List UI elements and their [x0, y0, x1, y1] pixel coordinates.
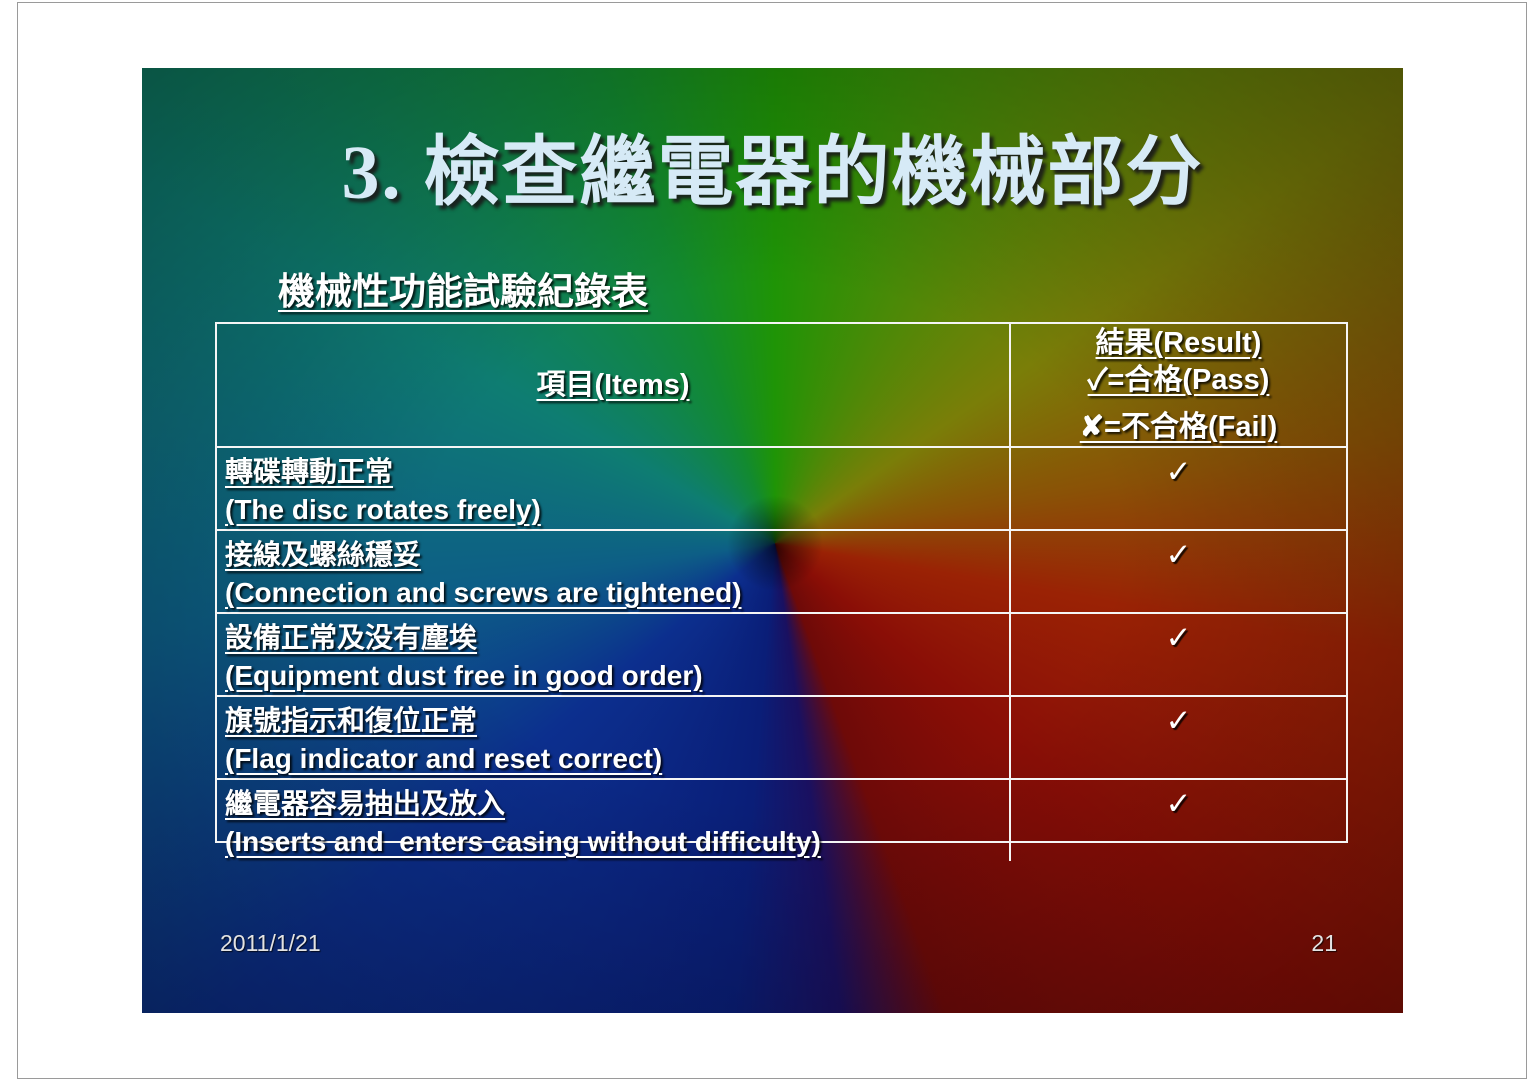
item-en-label: (Equipment dust free in good order): [225, 660, 703, 691]
table-row-result-flag-indicator: ✓: [1011, 697, 1346, 780]
check-icon: ✓: [1165, 786, 1192, 821]
check-icon: ✓: [1165, 537, 1192, 572]
table-row-result-disc-rotation: ✓: [1011, 448, 1346, 531]
item-zh-label: 旗號指示和復位正常: [225, 705, 478, 736]
item-en-label: (The disc rotates freely): [225, 494, 541, 525]
result-header-line3-fail: ✘=不合格(Fail): [1079, 410, 1278, 443]
table-row-item-casing-insertion: 繼電器容易抽出及放入 (Inserts and enters casing wi…: [217, 780, 1011, 861]
check-icon: ✓: [1165, 454, 1192, 489]
slide-canvas: 3. 檢查繼電器的機械部分 機械性功能試驗紀錄表 項目(Items) 結果(Re…: [142, 68, 1403, 1013]
check-icon: ✓: [1165, 620, 1192, 655]
slide-subtitle: 機械性功能試驗紀錄表: [278, 272, 648, 313]
item-zh-label: 設備正常及没有塵埃: [225, 622, 478, 653]
item-zh-label: 繼電器容易抽出及放入: [225, 788, 506, 819]
item-zh-label: 接線及螺絲穩妥: [225, 539, 422, 570]
table-row-item-disc-rotation: 轉碟轉動正常 (The disc rotates freely): [217, 448, 1011, 531]
slide-title: 3. 檢查繼電器的機械部分: [341, 131, 1204, 215]
result-header-line1: 結果(Result): [1095, 326, 1262, 359]
table-header-result-cell: 結果(Result) ✓=合格(Pass) ✘=不合格(Fail): [1011, 324, 1346, 448]
item-en-label: (Flag indicator and reset correct): [225, 743, 663, 774]
footer-page-number: 21: [1311, 930, 1337, 956]
table-header-items-cell: 項目(Items): [217, 324, 1011, 448]
table-row-item-connections: 接線及螺絲穩妥 (Connection and screws are tight…: [217, 531, 1011, 614]
table-row-item-dust-free: 設備正常及没有塵埃 (Equipment dust free in good o…: [217, 614, 1011, 697]
table-row-result-dust-free: ✓: [1011, 614, 1346, 697]
table-row-result-connections: ✓: [1011, 531, 1346, 614]
item-en-label: (Connection and screws are tightened): [225, 577, 742, 608]
mechanical-test-record-table: 項目(Items) 結果(Result) ✓=合格(Pass) ✘=不合格(Fa…: [215, 322, 1348, 861]
table-row-result-casing-insertion: ✓: [1011, 780, 1346, 861]
items-header-label: 項目(Items): [536, 368, 690, 401]
item-zh-label: 轉碟轉動正常: [225, 456, 394, 487]
result-header-line2-pass: ✓=合格(Pass): [1087, 363, 1270, 396]
check-icon: ✓: [1165, 703, 1192, 738]
footer-date: 2011/1/21: [220, 930, 321, 956]
item-en-label: (Inserts and enters casing without diffi…: [225, 826, 821, 857]
table-row-item-flag-indicator: 旗號指示和復位正常 (Flag indicator and reset corr…: [217, 697, 1011, 780]
